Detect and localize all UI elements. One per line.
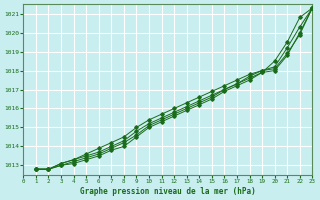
X-axis label: Graphe pression niveau de la mer (hPa): Graphe pression niveau de la mer (hPa) (80, 187, 256, 196)
